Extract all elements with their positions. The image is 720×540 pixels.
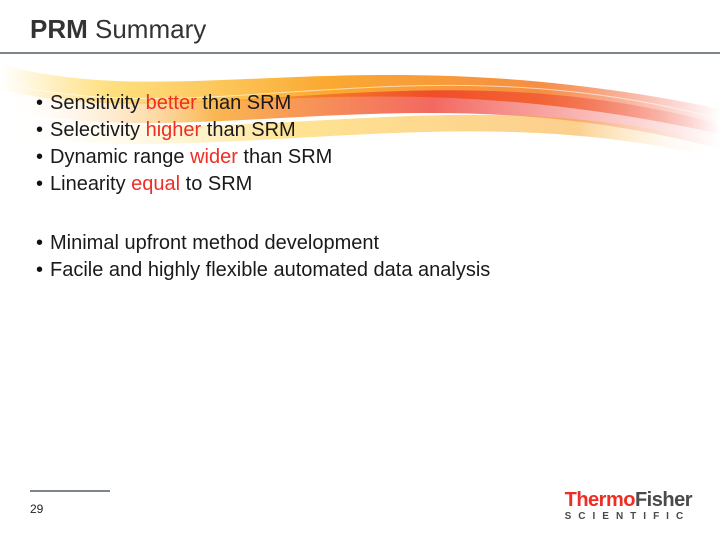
bullet-item: • Linearity equal to SRM — [36, 171, 332, 198]
bullet-post: than SRM — [201, 119, 295, 141]
bullet-dot-icon: • — [36, 144, 50, 171]
slide-title: PRM Summary — [30, 14, 206, 45]
bullet-text: Selectivity higher than SRM — [50, 117, 296, 144]
bullet-dot-icon: • — [36, 117, 50, 144]
title-rest: Summary — [88, 14, 206, 44]
bullet-post: than SRM — [238, 146, 332, 168]
logo-sub: SCIENTIFIC — [565, 512, 692, 522]
bullet-item: • Dynamic range wider than SRM — [36, 144, 332, 171]
bullet-pre: Linearity — [50, 173, 131, 195]
bullet-text: Minimal upfront method development — [50, 230, 379, 257]
bullet-group-2: • Minimal upfront method development • F… — [36, 230, 490, 284]
footer-divider — [30, 490, 110, 492]
bullet-pre: Dynamic range — [50, 146, 190, 168]
bullet-text: Facile and highly flexible automated dat… — [50, 257, 490, 284]
slide: PRM Summary — [0, 0, 720, 540]
brand-logo: ThermoFisher SCIENTIFIC — [565, 490, 692, 522]
bullet-group-1: • Sensitivity better than SRM • Selectiv… — [36, 90, 332, 198]
bullet-text: Linearity equal to SRM — [50, 171, 252, 198]
bullet-item: • Selectivity higher than SRM — [36, 117, 332, 144]
bullet-dot-icon: • — [36, 230, 50, 257]
bullet-dot-icon: • — [36, 90, 50, 117]
logo-fisher: Fisher — [635, 489, 692, 511]
title-bold: PRM — [30, 14, 88, 44]
bullet-text: Dynamic range wider than SRM — [50, 144, 332, 171]
bullet-emph: better — [146, 92, 197, 114]
bullet-item: • Sensitivity better than SRM — [36, 90, 332, 117]
bullet-emph: higher — [146, 119, 202, 141]
logo-thermo: Thermo — [565, 489, 635, 511]
bullet-emph: wider — [190, 146, 238, 168]
bullet-text: Sensitivity better than SRM — [50, 90, 291, 117]
bullet-dot-icon: • — [36, 257, 50, 284]
bullet-post: than SRM — [197, 92, 291, 114]
bullet-post: to SRM — [180, 173, 252, 195]
bullet-pre: Selectivity — [50, 119, 146, 141]
bullet-item: • Minimal upfront method development — [36, 230, 490, 257]
bullet-item: • Facile and highly flexible automated d… — [36, 257, 490, 284]
bullet-dot-icon: • — [36, 171, 50, 198]
bullet-pre: Sensitivity — [50, 92, 146, 114]
page-number: 29 — [30, 502, 43, 516]
logo-wordmark: ThermoFisher — [565, 490, 692, 510]
bullet-emph: equal — [131, 173, 180, 195]
